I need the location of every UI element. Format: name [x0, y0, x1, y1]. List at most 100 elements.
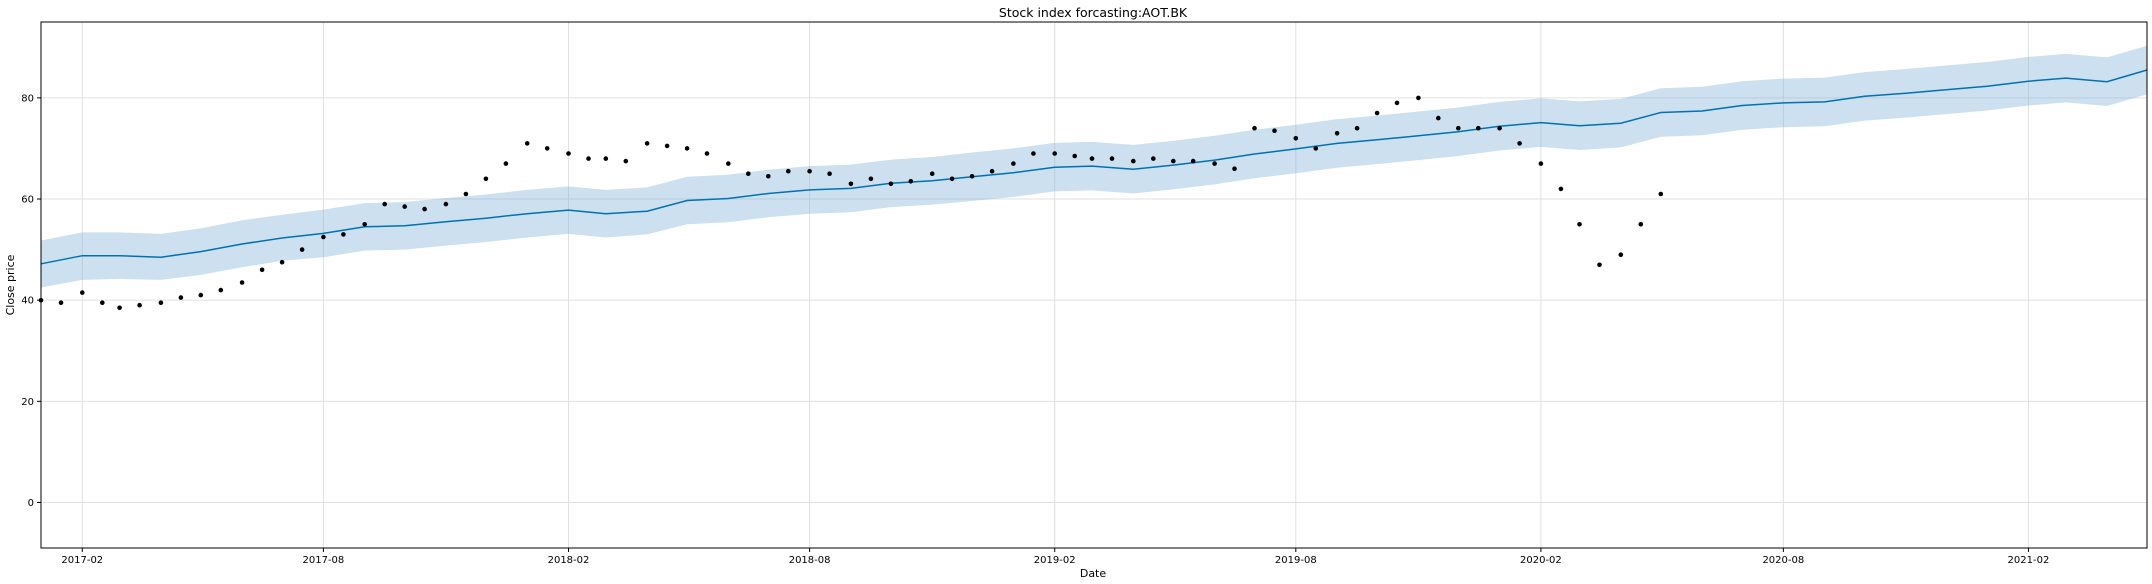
observed-point [969, 174, 975, 179]
observed-point [117, 305, 122, 311]
observed-point [279, 259, 285, 265]
observed-point [1031, 151, 1036, 156]
observed-point [58, 300, 64, 306]
observed-point [1517, 141, 1522, 146]
y-tick-label: 60 [21, 195, 34, 206]
observed-point [704, 151, 710, 156]
observed-point [989, 168, 995, 174]
observed-point [1538, 161, 1544, 166]
observed-point [1416, 95, 1421, 101]
observed-point [1597, 262, 1602, 268]
observed-point [382, 201, 388, 207]
observed-point [586, 156, 591, 161]
observed-point [664, 143, 670, 149]
observed-point [1497, 125, 1502, 131]
observed-point [1232, 166, 1237, 171]
observed-point [746, 171, 751, 176]
observed-point [422, 206, 427, 212]
observed-point [1577, 222, 1582, 227]
observed-point [1293, 136, 1299, 141]
x-tick-label: 2017-02 [61, 555, 103, 566]
x-tick-label: 2020-02 [1520, 555, 1562, 566]
y-tick-label: 40 [21, 296, 34, 307]
observed-point [1011, 161, 1016, 166]
chart-title: Stock index forcasting:AOT.BK [999, 5, 1188, 20]
forecast-yhat-line [40, 69, 2148, 265]
observed-point [1638, 222, 1644, 227]
observed-point [1558, 186, 1564, 192]
observed-point [1072, 153, 1077, 159]
observed-point [239, 280, 245, 285]
observed-point [402, 204, 408, 209]
observed-point [1618, 252, 1624, 257]
observed-point [684, 146, 690, 151]
observed-point [1252, 125, 1257, 131]
observed-point [443, 201, 449, 207]
observed-point [766, 174, 771, 179]
observed-point [321, 234, 326, 240]
observed-point [1658, 191, 1664, 197]
forecast-line [40, 69, 2148, 265]
observed-point [848, 181, 854, 187]
x-tick-label: 2019-08 [1275, 555, 1317, 566]
observed-point [1374, 110, 1380, 116]
observed-point [888, 181, 894, 187]
observed-point [544, 146, 550, 151]
observed-point [1436, 115, 1441, 121]
observed-point [362, 222, 368, 227]
observed-point [1334, 131, 1340, 136]
observed-point [1131, 158, 1136, 164]
observed-point [908, 179, 914, 184]
observed-point [1089, 156, 1095, 161]
observed-point [1394, 100, 1400, 106]
observed-point [623, 158, 629, 164]
observed-point [1151, 156, 1156, 161]
observed-point [1313, 146, 1319, 151]
observed-point [341, 232, 346, 237]
observed-point [218, 287, 224, 293]
observed-point [807, 168, 812, 174]
observed-point [1109, 156, 1115, 161]
observed-point [644, 141, 650, 146]
observed-point [1212, 161, 1217, 166]
x-tick-label: 2019-02 [1034, 555, 1076, 566]
observed-point [1171, 158, 1176, 164]
observed-point [603, 156, 609, 161]
grid-lines [41, 22, 2147, 548]
observed-point [726, 161, 731, 166]
y-tick-label: 20 [21, 397, 34, 408]
observed-point [198, 292, 204, 298]
observed-point [178, 295, 184, 300]
observed-point [868, 176, 874, 182]
x-tick-label: 2017-08 [303, 555, 345, 566]
observed-point [100, 300, 105, 306]
observed-point [137, 302, 142, 308]
observed-point [1456, 125, 1461, 131]
x-tick-label: 2020-08 [1762, 555, 1804, 566]
x-tick-label: 2018-08 [789, 555, 831, 566]
observed-point [786, 168, 791, 174]
x-axis-label: Date [1080, 567, 1107, 580]
observed-point [524, 141, 530, 146]
observed-point [1052, 151, 1057, 156]
observed-point [1476, 125, 1481, 131]
observed-point [463, 191, 469, 197]
x-tick-label: 2018-02 [548, 555, 590, 566]
observed-point [158, 300, 164, 306]
observed-point [299, 247, 305, 252]
observed-point [1354, 125, 1360, 131]
observed-point [566, 151, 571, 156]
observed-point [503, 161, 509, 166]
observed-point [259, 267, 265, 273]
observed-point [80, 290, 85, 295]
observed-point [1272, 128, 1277, 133]
y-tick-label: 80 [21, 93, 34, 104]
observed-point [1190, 158, 1196, 164]
observed-point [483, 176, 489, 182]
observed-point [827, 171, 832, 176]
observed-point [949, 176, 955, 182]
x-tick-label: 2021-02 [2008, 555, 2050, 566]
y-axis-label: Close price [4, 254, 17, 315]
plot-frame [40, 21, 2148, 549]
